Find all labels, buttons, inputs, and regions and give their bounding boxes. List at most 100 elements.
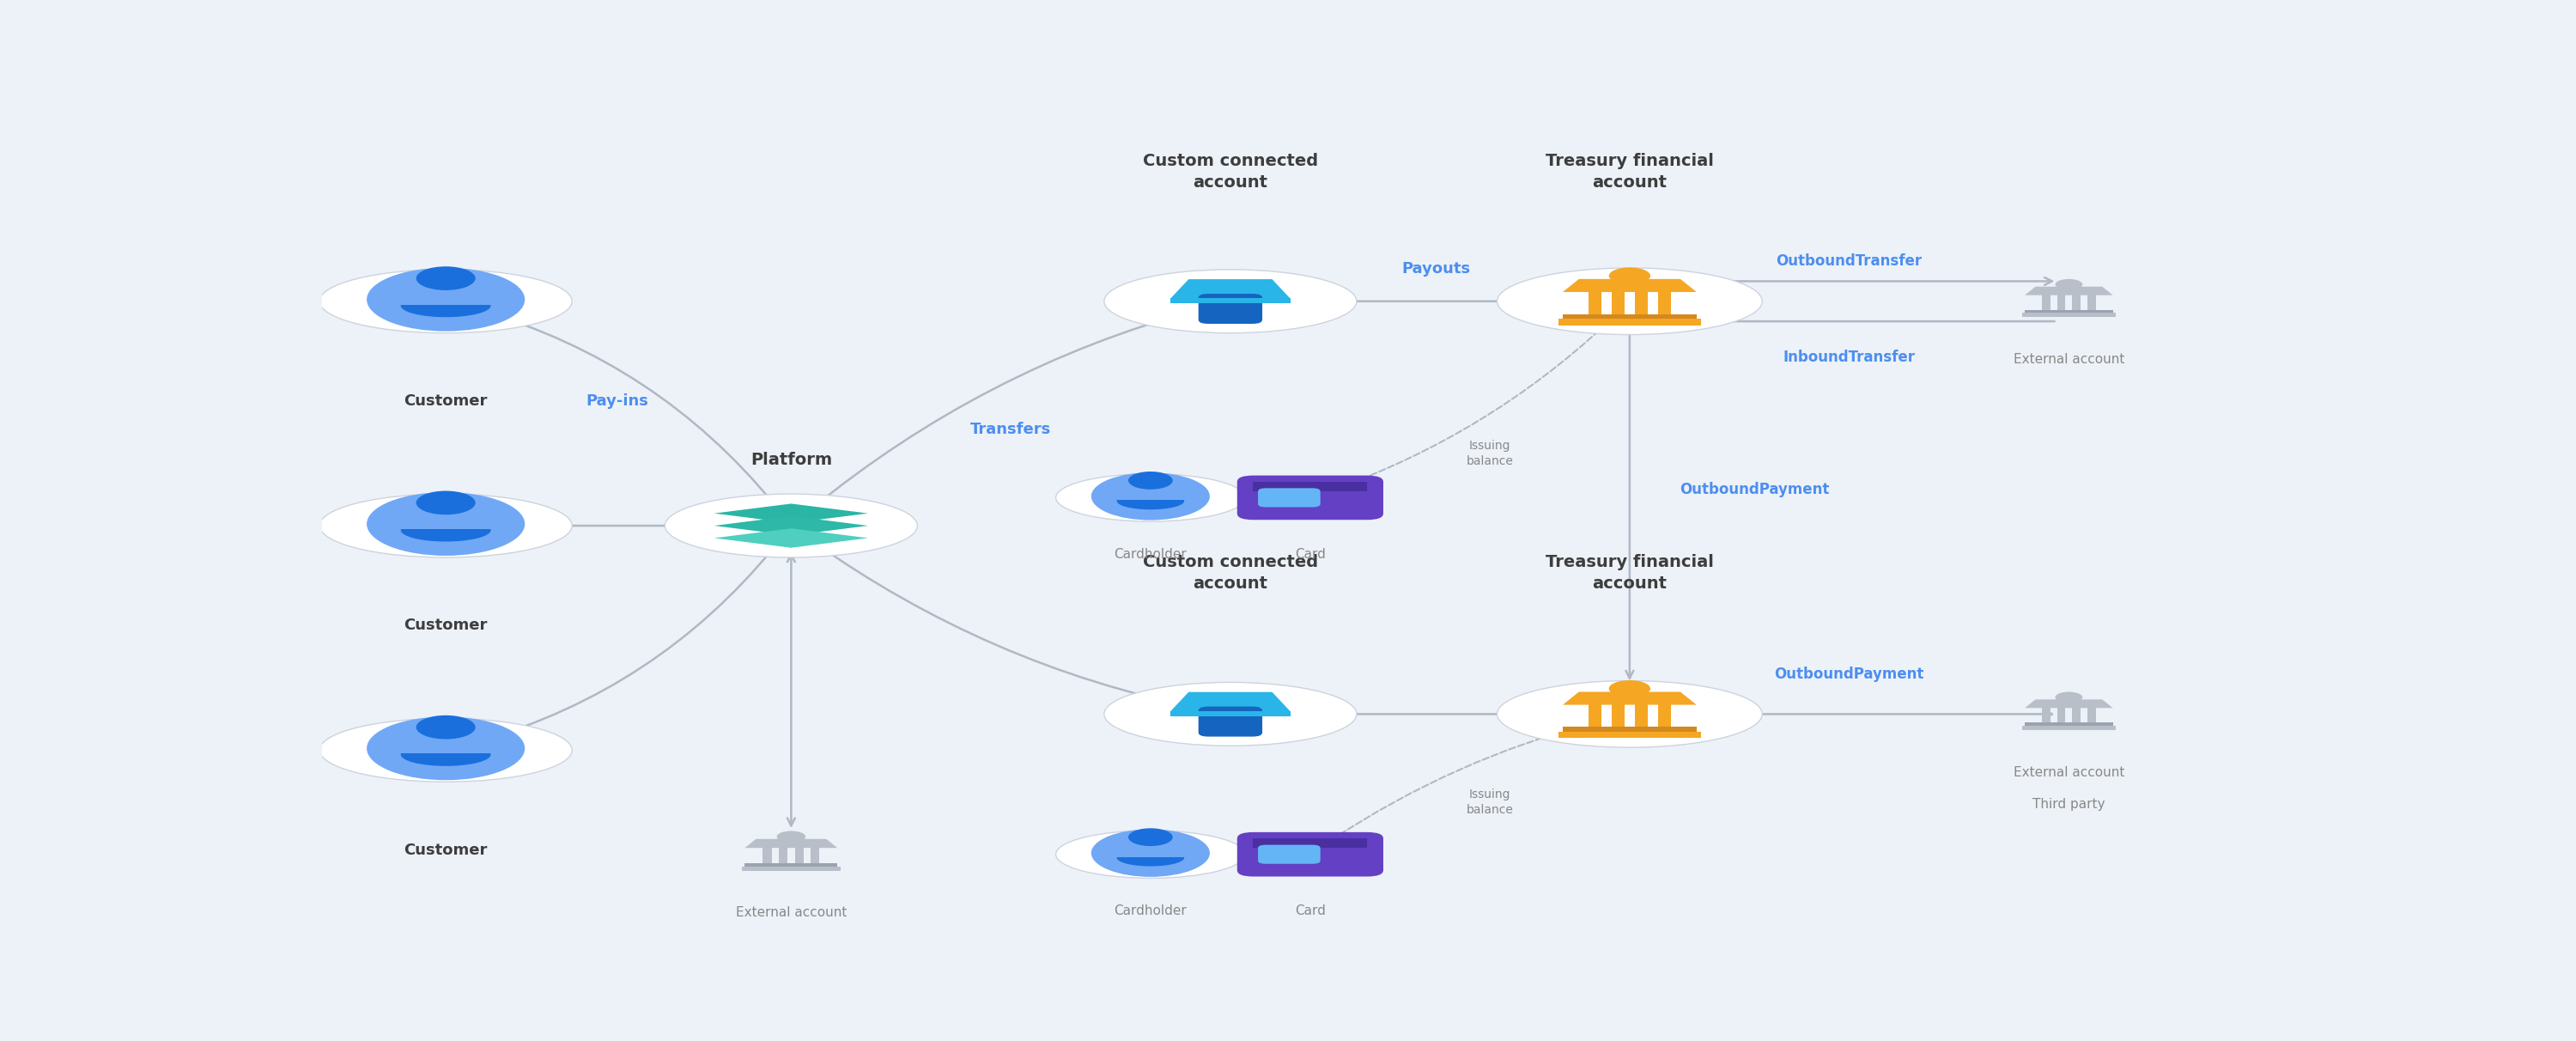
- FancyBboxPatch shape: [1198, 294, 1262, 324]
- Text: Cardholder: Cardholder: [1113, 548, 1188, 561]
- Bar: [1659, 291, 1672, 315]
- Bar: [744, 863, 837, 866]
- Bar: [2025, 722, 2112, 726]
- Bar: [2043, 708, 2050, 723]
- Text: Third party: Third party: [2032, 798, 2105, 811]
- Polygon shape: [1170, 692, 1291, 712]
- Circle shape: [2056, 692, 2081, 703]
- Text: Platform: Platform: [750, 452, 832, 468]
- Text: Treasury financial
account: Treasury financial account: [1546, 153, 1713, 191]
- FancyBboxPatch shape: [1257, 845, 1321, 864]
- Ellipse shape: [402, 518, 492, 541]
- Circle shape: [1610, 680, 1651, 696]
- Bar: [742, 866, 840, 871]
- Polygon shape: [2025, 700, 2112, 708]
- Text: Card: Card: [1296, 905, 1327, 918]
- Ellipse shape: [1118, 492, 1185, 509]
- Bar: [1252, 839, 1368, 848]
- Bar: [1636, 704, 1649, 728]
- Circle shape: [1128, 829, 1172, 846]
- Circle shape: [417, 491, 477, 514]
- Polygon shape: [714, 529, 868, 548]
- FancyBboxPatch shape: [1236, 476, 1383, 519]
- Bar: [2025, 310, 2112, 313]
- Text: External account: External account: [2014, 766, 2125, 779]
- Bar: [2058, 295, 2066, 310]
- Bar: [1589, 704, 1602, 728]
- Bar: [2071, 295, 2081, 310]
- Circle shape: [1128, 472, 1172, 489]
- Circle shape: [366, 716, 526, 780]
- Ellipse shape: [1056, 831, 1244, 879]
- Circle shape: [1092, 473, 1211, 520]
- Bar: [1558, 732, 1700, 738]
- Circle shape: [1092, 830, 1211, 877]
- FancyBboxPatch shape: [1198, 707, 1262, 737]
- Ellipse shape: [665, 494, 917, 557]
- Circle shape: [366, 492, 526, 556]
- Polygon shape: [1564, 692, 1698, 705]
- Ellipse shape: [319, 718, 572, 782]
- Text: Pay-ins: Pay-ins: [587, 393, 649, 409]
- Text: Treasury financial
account: Treasury financial account: [1546, 554, 1713, 591]
- Bar: [2043, 295, 2050, 310]
- Bar: [1170, 711, 1291, 716]
- Bar: [1659, 704, 1672, 728]
- Text: InboundTransfer: InboundTransfer: [1783, 350, 1917, 365]
- Bar: [1613, 291, 1625, 315]
- Polygon shape: [744, 839, 837, 848]
- Text: Payouts: Payouts: [1401, 261, 1471, 277]
- Ellipse shape: [402, 743, 492, 766]
- Bar: [811, 847, 819, 864]
- Bar: [1252, 482, 1368, 491]
- Polygon shape: [2025, 286, 2112, 296]
- Bar: [1613, 704, 1625, 728]
- Text: Custom connected
account: Custom connected account: [1144, 153, 1319, 191]
- Ellipse shape: [1056, 474, 1244, 522]
- Text: Customer: Customer: [404, 842, 487, 858]
- Bar: [2022, 313, 2115, 318]
- Circle shape: [417, 715, 477, 739]
- Text: Issuing
balance: Issuing balance: [1466, 440, 1515, 467]
- Text: OutboundTransfer: OutboundTransfer: [1777, 253, 1922, 269]
- FancyBboxPatch shape: [1236, 832, 1383, 877]
- Ellipse shape: [402, 295, 492, 318]
- Text: External account: External account: [737, 907, 848, 919]
- Circle shape: [1610, 268, 1651, 284]
- Bar: [2022, 726, 2115, 730]
- Polygon shape: [1564, 279, 1698, 293]
- Bar: [1564, 727, 1698, 732]
- Ellipse shape: [1497, 681, 1762, 747]
- Bar: [1170, 298, 1291, 304]
- Bar: [778, 847, 788, 864]
- Circle shape: [366, 268, 526, 331]
- Polygon shape: [714, 504, 868, 523]
- Ellipse shape: [1497, 268, 1762, 334]
- Bar: [796, 847, 804, 864]
- Polygon shape: [714, 516, 868, 535]
- Text: Cardholder: Cardholder: [1113, 905, 1188, 918]
- Bar: [2087, 295, 2097, 310]
- Bar: [2071, 708, 2081, 723]
- Text: Custom connected
account: Custom connected account: [1144, 554, 1319, 591]
- Bar: [762, 847, 773, 864]
- Text: Customer: Customer: [404, 618, 487, 633]
- Bar: [2087, 708, 2097, 723]
- Text: External account: External account: [2014, 353, 2125, 366]
- Text: OutboundPayment: OutboundPayment: [1680, 482, 1829, 498]
- Text: Customer: Customer: [404, 393, 487, 409]
- Bar: [2058, 708, 2066, 723]
- Bar: [1564, 314, 1698, 319]
- Ellipse shape: [1118, 849, 1185, 866]
- Circle shape: [417, 266, 477, 290]
- Circle shape: [2056, 279, 2081, 290]
- Ellipse shape: [319, 494, 572, 557]
- Polygon shape: [1170, 279, 1291, 299]
- Ellipse shape: [319, 270, 572, 333]
- Ellipse shape: [1105, 270, 1358, 333]
- Bar: [1589, 291, 1602, 315]
- Ellipse shape: [1105, 682, 1358, 745]
- Text: Issuing
balance: Issuing balance: [1466, 789, 1515, 816]
- Bar: [1558, 319, 1700, 326]
- Text: OutboundPayment: OutboundPayment: [1775, 666, 1924, 682]
